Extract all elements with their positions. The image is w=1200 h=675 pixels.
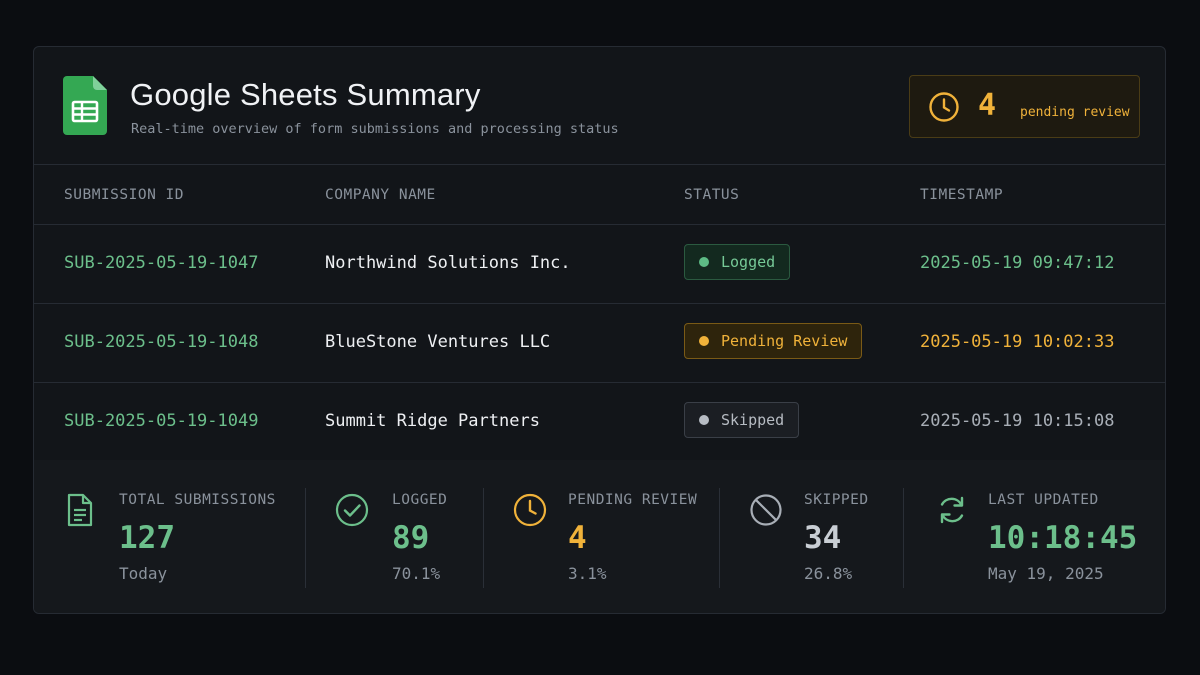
pending-label: pending review — [1020, 105, 1130, 120]
divider — [483, 488, 484, 588]
clock-icon — [929, 92, 959, 122]
divider — [305, 488, 306, 588]
stat-pending-review: PENDING REVIEW 4 3.1% — [484, 460, 719, 613]
table-row[interactable]: SUB-2025-05-19-1048 BlueStone Ventures L… — [34, 304, 1165, 383]
status-badge: Skipped — [684, 402, 800, 438]
summary-card: Google Sheets Summary Real-time overview… — [33, 46, 1166, 614]
divider — [903, 488, 904, 588]
company-name: Summit Ridge Partners — [325, 411, 540, 431]
column-header-timestamp: TIMESTAMP — [920, 187, 1004, 203]
status-dot — [699, 415, 709, 425]
stat-total-submissions: TOTAL SUBMISSIONS 127 Today — [34, 460, 306, 613]
stat-label: SKIPPED — [804, 492, 869, 508]
timestamp: 2025-05-19 10:15:08 — [920, 411, 1115, 431]
column-header-status: STATUS — [684, 187, 740, 203]
status-label: Skipped — [721, 411, 785, 429]
divider — [719, 488, 720, 588]
timestamp: 2025-05-19 09:47:12 — [920, 253, 1115, 273]
stat-logged: LOGGED 89 70.1% — [306, 460, 484, 613]
status-dot — [699, 336, 709, 346]
stat-last-updated: LAST UPDATED 10:18:45 May 19, 2025 — [904, 460, 1165, 613]
status-badge: Pending Review — [684, 323, 863, 359]
stat-sub: Today — [119, 564, 168, 583]
submission-id: SUB-2025-05-19-1049 — [64, 411, 259, 431]
submission-id: SUB-2025-05-19-1047 — [64, 253, 259, 273]
status-label: Pending Review — [721, 332, 848, 350]
stat-value: 34 — [804, 520, 842, 556]
timestamp: 2025-05-19 10:02:33 — [920, 332, 1115, 352]
company-name: Northwind Solutions Inc. — [325, 253, 571, 273]
company-name: BlueStone Ventures LLC — [325, 332, 551, 352]
skip-icon — [750, 494, 782, 526]
stat-sub: 3.1% — [568, 564, 607, 583]
table-header: SUBMISSION ID COMPANY NAME STATUS TIMEST… — [34, 165, 1165, 225]
stats-bar: TOTAL SUBMISSIONS 127 Today LOGGED 89 70… — [34, 460, 1165, 613]
document-icon — [67, 493, 93, 527]
pending-review-badge[interactable]: 4 pending review — [909, 75, 1140, 138]
table-row[interactable]: SUB-2025-05-19-1047 Northwind Solutions … — [34, 225, 1165, 304]
stat-sub: 70.1% — [392, 564, 441, 583]
check-circle-icon — [335, 493, 369, 527]
stat-label: PENDING REVIEW — [568, 492, 698, 508]
status-dot — [699, 257, 709, 267]
submission-id: SUB-2025-05-19-1048 — [64, 332, 259, 352]
stat-value: 127 — [119, 520, 175, 556]
column-header-company-name: COMPANY NAME — [325, 187, 436, 203]
stat-label: LAST UPDATED — [988, 492, 1099, 508]
refresh-icon[interactable] — [934, 492, 970, 528]
status-label: Logged — [721, 253, 776, 271]
stat-skipped: SKIPPED 34 26.8% — [720, 460, 903, 613]
stat-value: 10:18:45 — [988, 520, 1138, 556]
column-header-submission-id: SUBMISSION ID — [64, 187, 184, 203]
stat-label: TOTAL SUBMISSIONS — [119, 492, 276, 508]
card-header: Google Sheets Summary Real-time overview… — [34, 47, 1165, 165]
pending-count: 4 — [978, 88, 997, 123]
page-subtitle: Real-time overview of form submissions a… — [131, 121, 619, 137]
stat-value: 89 — [392, 520, 430, 556]
stat-sub: 26.8% — [804, 564, 853, 583]
stat-sub: May 19, 2025 — [988, 564, 1104, 583]
table-row[interactable]: SUB-2025-05-19-1049 Summit Ridge Partner… — [34, 383, 1165, 462]
status-badge: Logged — [684, 244, 791, 280]
google-sheets-icon — [63, 76, 107, 135]
stat-value: 4 — [568, 520, 587, 556]
clock-icon — [513, 493, 547, 527]
page-title: Google Sheets Summary — [130, 77, 481, 112]
stat-label: LOGGED — [392, 492, 448, 508]
